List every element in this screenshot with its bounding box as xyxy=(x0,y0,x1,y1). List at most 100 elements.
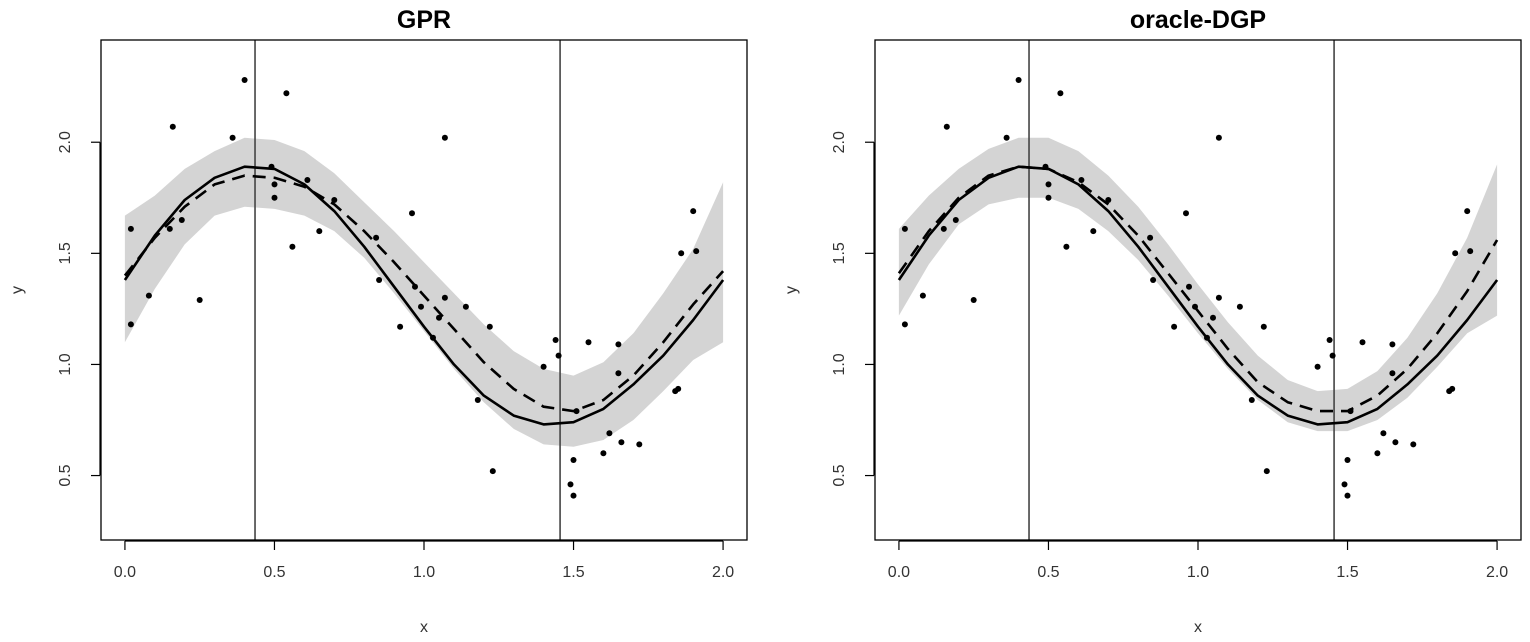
data-point xyxy=(441,294,448,301)
plot-area xyxy=(897,40,1499,540)
data-point xyxy=(552,337,559,343)
data-point xyxy=(1359,339,1366,346)
data-point xyxy=(331,197,338,203)
data-point xyxy=(1449,385,1456,392)
dashed-curve xyxy=(123,174,725,413)
data-point xyxy=(1045,194,1052,201)
data-point xyxy=(1389,341,1396,348)
data-point xyxy=(1236,303,1243,310)
data-point xyxy=(675,385,682,392)
data-point xyxy=(952,217,959,223)
data-point xyxy=(268,163,275,170)
data-point xyxy=(1410,441,1417,448)
data-point xyxy=(1042,163,1049,170)
x-tick-label: 0.0 xyxy=(114,564,136,581)
x-tick-label: 1.0 xyxy=(1187,564,1209,581)
panel-gpr: 0.0 0.5 1.0 1.5 2.0 0.5 1.0 1.5 2.0 GPR x y xyxy=(9,6,748,636)
data-point xyxy=(1183,210,1189,217)
y-tick-label: 1.5 xyxy=(57,242,74,264)
x-tick-label: 0.5 xyxy=(1037,564,1059,581)
data-point xyxy=(940,225,947,232)
y-tick-label: 2.0 xyxy=(57,131,74,153)
data-point xyxy=(409,210,415,217)
data-point xyxy=(271,181,278,188)
data-point xyxy=(412,283,418,290)
data-point xyxy=(441,134,448,141)
dashed-curve xyxy=(897,165,1499,413)
data-point xyxy=(1347,408,1354,415)
data-point xyxy=(573,408,580,415)
data-point xyxy=(1374,450,1381,457)
data-point xyxy=(271,194,278,201)
data-point xyxy=(241,77,248,83)
data-point xyxy=(1389,370,1396,377)
data-point xyxy=(436,314,442,321)
data-point xyxy=(970,297,977,303)
panel-oracle-dgp: 0.0 0.5 1.0 1.5 2.0 0.5 1.0 1.5 2.0 oracle-DGP x y xyxy=(783,6,1522,636)
data-point xyxy=(169,123,176,130)
x-tick-label: 2.0 xyxy=(712,564,734,581)
solid-curve xyxy=(897,165,1499,426)
y-axis-label: y xyxy=(9,286,26,294)
data-point xyxy=(901,321,908,328)
data-point xyxy=(1380,430,1387,437)
data-point xyxy=(615,370,622,377)
y-tick-label: 1.0 xyxy=(57,353,74,375)
data-point xyxy=(1260,323,1267,330)
data-point xyxy=(1248,397,1255,403)
x-tick-label: 0.5 xyxy=(263,564,285,581)
data-point xyxy=(1341,481,1348,488)
data-point xyxy=(196,297,203,303)
data-point xyxy=(1192,303,1198,310)
data-point xyxy=(283,90,290,97)
x-tick-label: 0.0 xyxy=(888,564,910,581)
data-point xyxy=(1150,277,1157,283)
plot-frame xyxy=(100,39,748,541)
data-point xyxy=(1045,181,1052,188)
data-point xyxy=(618,439,625,446)
data-point xyxy=(178,217,185,223)
plot-frame xyxy=(874,39,1522,541)
data-point xyxy=(585,339,592,346)
data-point xyxy=(690,208,697,215)
confidence-band xyxy=(898,137,1498,432)
y-tick-label: 0.5 xyxy=(57,464,74,486)
data-point xyxy=(430,334,436,341)
x-axis-label: x xyxy=(1194,619,1202,636)
data-point xyxy=(1057,90,1064,97)
data-point xyxy=(1063,243,1070,250)
data-point xyxy=(1078,177,1085,183)
data-point xyxy=(1344,492,1351,499)
data-point xyxy=(1003,134,1010,141)
y-axis-label: y xyxy=(783,286,800,294)
data-point xyxy=(418,303,424,310)
data-point xyxy=(474,397,481,403)
data-point xyxy=(636,441,643,448)
data-point xyxy=(1147,234,1154,241)
solid-curve xyxy=(123,165,725,426)
data-point xyxy=(901,225,908,232)
data-point xyxy=(1105,197,1112,203)
data-point xyxy=(462,303,469,310)
data-point xyxy=(373,234,380,241)
x-tick-label: 1.5 xyxy=(1336,564,1358,581)
data-point xyxy=(1392,439,1399,446)
data-point xyxy=(1467,248,1474,255)
data-point xyxy=(289,243,296,250)
data-point xyxy=(1171,323,1178,330)
y-tick-label: 0.5 xyxy=(831,464,848,486)
data-point xyxy=(376,277,383,283)
data-point xyxy=(1263,468,1270,475)
data-point xyxy=(570,492,577,499)
chart-title: GPR xyxy=(397,6,451,34)
y-tick-label: 1.0 xyxy=(831,353,848,375)
data-point xyxy=(316,228,323,235)
data-point xyxy=(304,177,311,183)
data-point xyxy=(693,248,700,255)
data-point xyxy=(606,430,613,437)
x-tick-label: 1.0 xyxy=(413,564,435,581)
data-point xyxy=(1204,334,1210,341)
confidence-band xyxy=(124,137,724,447)
data-point xyxy=(1186,283,1192,290)
